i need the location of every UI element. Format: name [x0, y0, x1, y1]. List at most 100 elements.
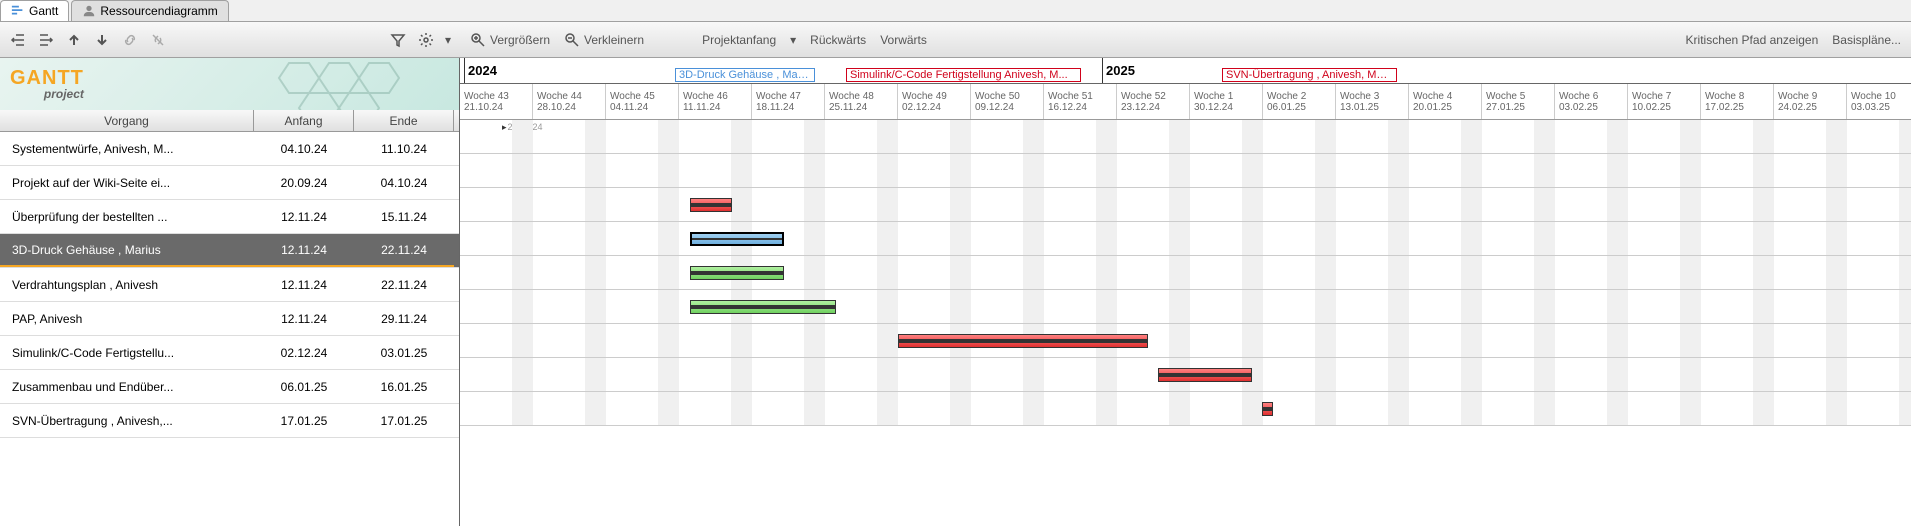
year-row: 202420253D-Druck Gehäuse , MariusSimulin…: [460, 58, 1911, 84]
col-header-end[interactable]: Ende: [354, 110, 454, 131]
unlink-button[interactable]: [146, 28, 170, 52]
gantt-bar-progress: [1263, 407, 1272, 411]
zoom-in-label: Vergrößern: [490, 33, 550, 47]
year-label: 2024: [468, 63, 497, 78]
week-label: Woche 10: [1851, 91, 1911, 102]
chart-row[interactable]: [460, 290, 1911, 324]
week-header-cell: Woche 4504.11.24: [606, 84, 679, 119]
indent-button[interactable]: [34, 28, 58, 52]
chart-row[interactable]: [460, 188, 1911, 222]
task-start: 12.11.24: [254, 234, 354, 267]
task-end: 15.11.24: [354, 200, 454, 233]
week-label: Woche 3: [1340, 91, 1404, 102]
week-date: 17.02.25: [1705, 102, 1769, 113]
week-label: Woche 43: [464, 91, 528, 102]
gantt-bar[interactable]: [1262, 402, 1273, 416]
gantt-bar-progress: [1159, 373, 1251, 377]
milestone-callout: SVN-Übertragung , Anivesh, Marius: [1222, 68, 1397, 82]
chart-row[interactable]: [460, 324, 1911, 358]
week-date: 03.03.25: [1851, 102, 1911, 113]
task-row[interactable]: Systementwürfe, Anivesh, M...04.10.2411.…: [0, 132, 459, 166]
gantt-bar-progress: [691, 271, 783, 275]
project-start-button[interactable]: Projektanfang ▾: [702, 33, 796, 47]
week-date: 25.11.24: [829, 102, 893, 113]
week-label: Woche 45: [610, 91, 674, 102]
week-header-cell: Woche 4902.12.24: [898, 84, 971, 119]
task-name: Verdrahtungsplan , Anivesh: [0, 268, 254, 301]
settings-button[interactable]: [414, 28, 438, 52]
tab-resources[interactable]: Ressourcendiagramm: [71, 0, 228, 21]
gantt-bar[interactable]: [690, 266, 784, 280]
task-name: PAP, Anivesh: [0, 302, 254, 335]
gantt-bar-progress: [691, 203, 731, 207]
task-row[interactable]: Projekt auf der Wiki-Seite ei...20.09.24…: [0, 166, 459, 200]
right-panel[interactable]: 202420253D-Druck Gehäuse , MariusSimulin…: [460, 58, 1911, 526]
col-header-name[interactable]: Vorgang: [0, 110, 254, 131]
task-end: 22.11.24: [354, 234, 454, 267]
week-label: Woche 2: [1267, 91, 1331, 102]
week-label: Woche 52: [1121, 91, 1185, 102]
backward-button[interactable]: Rückwärts: [810, 33, 866, 47]
critical-path-button[interactable]: Kritischen Pfad anzeigen: [1686, 33, 1819, 47]
zoom-out-button[interactable]: Verkleinern: [564, 32, 644, 48]
dropdown-arrow-icon[interactable]: ▾: [442, 28, 454, 52]
chart-row[interactable]: [460, 120, 1911, 154]
year-tick: [1102, 58, 1103, 83]
week-header-cell: Woche 420.01.25: [1409, 84, 1482, 119]
timeline: 202420253D-Druck Gehäuse , MariusSimulin…: [460, 58, 1911, 426]
task-end: 22.11.24: [354, 268, 454, 301]
gantt-bar[interactable]: [690, 300, 836, 314]
gantt-bar[interactable]: [690, 232, 784, 246]
main: GANTT project Vorgang Anfang Ende System…: [0, 58, 1911, 526]
outdent-button[interactable]: [6, 28, 30, 52]
week-label: Woche 7: [1632, 91, 1696, 102]
task-row[interactable]: SVN-Übertragung , Anivesh,...17.01.2517.…: [0, 404, 459, 438]
logo-area: GANTT project: [0, 58, 459, 110]
task-row[interactable]: Zusammenbau und Endüber...06.01.2516.01.…: [0, 370, 459, 404]
week-label: Woche 4: [1413, 91, 1477, 102]
chart-row[interactable]: [460, 154, 1911, 188]
move-up-button[interactable]: [62, 28, 86, 52]
week-label: Woche 50: [975, 91, 1039, 102]
week-header: Woche 4321.10.24Woche 4428.10.24Woche 45…: [460, 84, 1911, 120]
milestone-callout: Simulink/C-Code Fertigstellung Anivesh, …: [846, 68, 1081, 82]
task-name: Simulink/C-Code Fertigstellu...: [0, 336, 254, 369]
zoom-in-button[interactable]: Vergrößern: [470, 32, 550, 48]
task-row[interactable]: PAP, Anivesh12.11.2429.11.24: [0, 302, 459, 336]
chart-row[interactable]: [460, 222, 1911, 256]
week-label: Woche 44: [537, 91, 601, 102]
task-row[interactable]: Verdrahtungsplan , Anivesh12.11.2422.11.…: [0, 268, 459, 302]
toolbar-right: Vergrößern Verkleinern Projektanfang ▾ R…: [460, 32, 1911, 48]
week-date: 10.02.25: [1632, 102, 1696, 113]
col-header-start[interactable]: Anfang: [254, 110, 354, 131]
week-header-cell: Woche 924.02.25: [1774, 84, 1847, 119]
tab-gantt[interactable]: Gantt: [0, 0, 69, 21]
forward-label: Vorwärts: [880, 33, 927, 47]
chart-row[interactable]: [460, 256, 1911, 290]
week-date: 13.01.25: [1340, 102, 1404, 113]
move-down-button[interactable]: [90, 28, 114, 52]
filter-button[interactable]: [386, 28, 410, 52]
task-end: 29.11.24: [354, 302, 454, 335]
task-row[interactable]: 3D-Druck Gehäuse , Marius12.11.2422.11.2…: [0, 234, 459, 268]
task-start: 20.09.24: [254, 166, 354, 199]
forward-button[interactable]: Vorwärts: [880, 33, 927, 47]
week-date: 23.12.24: [1121, 102, 1185, 113]
task-row[interactable]: Simulink/C-Code Fertigstellu...02.12.240…: [0, 336, 459, 370]
gantt-bar[interactable]: [1158, 368, 1252, 382]
task-end: 17.01.25: [354, 404, 454, 437]
tab-label: Ressourcendiagramm: [100, 4, 217, 18]
week-header-cell: Woche 130.12.24: [1190, 84, 1263, 119]
task-end: 11.10.24: [354, 132, 454, 165]
chart-row[interactable]: [460, 358, 1911, 392]
baselines-button[interactable]: Basispläne...: [1832, 33, 1901, 47]
week-label: Woche 48: [829, 91, 893, 102]
gantt-bar[interactable]: [898, 334, 1148, 348]
chart-row[interactable]: [460, 392, 1911, 426]
baselines-label: Basispläne...: [1832, 33, 1901, 47]
week-header-cell: Woche 4718.11.24: [752, 84, 825, 119]
gantt-bar[interactable]: [690, 198, 732, 212]
week-header-cell: Woche 313.01.25: [1336, 84, 1409, 119]
link-button[interactable]: [118, 28, 142, 52]
task-row[interactable]: Überprüfung der bestellten ...12.11.2415…: [0, 200, 459, 234]
